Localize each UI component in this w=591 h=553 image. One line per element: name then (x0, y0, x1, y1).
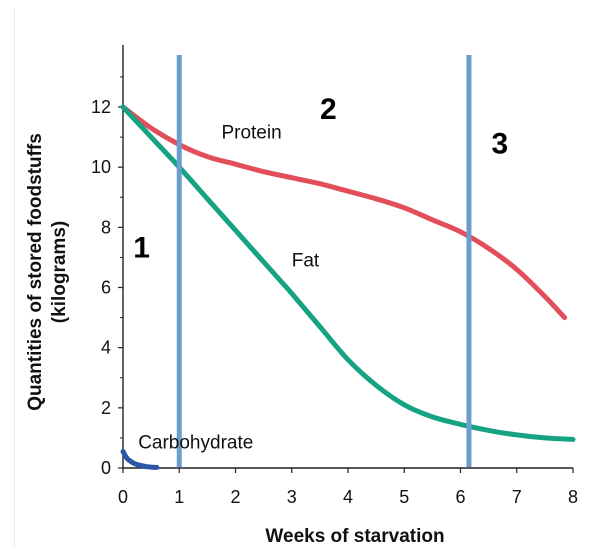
fat-label: Fat (292, 250, 320, 271)
x-tick-label: 6 (455, 487, 465, 507)
y-tick-label: 12 (91, 97, 111, 117)
phase-3-label: 3 (492, 128, 509, 161)
y-axis-title-line: (kilograms) (49, 221, 70, 323)
x-tick-label: 0 (118, 487, 128, 507)
y-tick-label: 2 (101, 398, 111, 418)
phase-2-label: 2 (320, 93, 337, 126)
image-left-border (14, 8, 15, 548)
x-tick-label: 2 (230, 487, 240, 507)
y-tick-label: 10 (91, 157, 111, 177)
axes (118, 44, 574, 473)
y-axis-title: Quantities of stored foodstuffs (kilogram… (25, 133, 70, 411)
x-tick-label: 7 (512, 487, 522, 507)
x-tick-label: 1 (174, 487, 184, 507)
phase-boundaries (176, 55, 472, 467)
series-lines (120, 104, 576, 470)
annotations: Protein Fat Carbohydrate 1 2 3 (133, 93, 508, 453)
protein-label: Protein (221, 123, 281, 144)
x-tick-label: 4 (343, 487, 353, 507)
fat-line (120, 104, 576, 442)
carbohydrate-label: Carbohydrate (138, 432, 253, 453)
carbohydrate-line (120, 449, 160, 470)
x-axis-title: Weeks of starvation (265, 526, 444, 547)
y-tick-label: 0 (101, 458, 111, 478)
x-tick-label: 5 (399, 487, 409, 507)
x-tick-label: 3 (287, 487, 297, 507)
y-tick-label: 6 (101, 278, 111, 298)
x-tick-label: 8 (568, 487, 578, 507)
y-tick-label: 8 (101, 217, 111, 237)
protein-line (120, 104, 568, 321)
y-tick-label: 4 (101, 338, 111, 358)
phase-1-label: 1 (133, 231, 150, 264)
y-axis-title-line: Quantities of stored foodstuffs (25, 133, 46, 411)
